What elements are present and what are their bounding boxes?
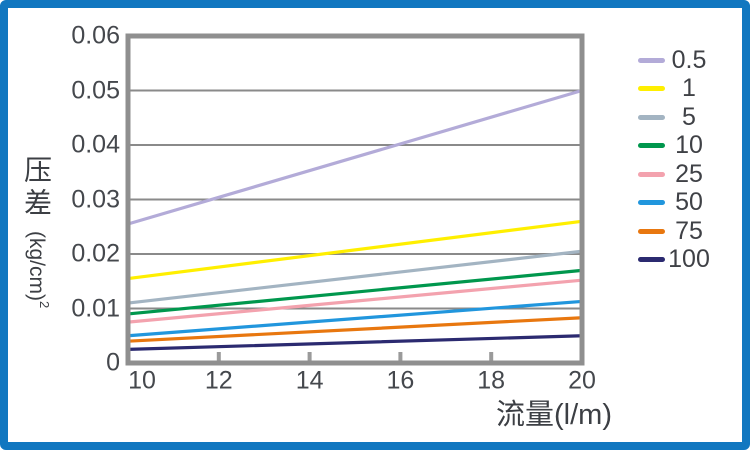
legend-item-25: 25 xyxy=(638,160,711,188)
legend-item-75: 75 xyxy=(638,217,711,245)
legend: 0.5 1 5 10 25 50 75 100 xyxy=(638,46,711,273)
y-axis-unit-exponent: 2 xyxy=(37,301,52,309)
legend-label-5: 5 xyxy=(682,102,696,131)
series-line-25 xyxy=(126,278,584,324)
x-tick-label-10: 10 xyxy=(128,366,156,395)
y-tick-label-0.03: 0.03 xyxy=(71,185,120,213)
legend-swatch-75 xyxy=(638,228,665,234)
series-line-1 xyxy=(126,219,584,281)
legend-swatch-0.5 xyxy=(638,57,665,63)
legend-swatch-100 xyxy=(638,257,665,262)
legend-label-75: 75 xyxy=(675,216,703,245)
series-line-100 xyxy=(126,334,584,351)
legend-item-0.5: 0.5 xyxy=(638,46,711,74)
legend-item-5: 5 xyxy=(638,103,711,131)
legend-label-25: 25 xyxy=(675,159,703,188)
x-tick-label-12: 12 xyxy=(204,366,233,395)
x-tick-label-20: 20 xyxy=(568,366,596,395)
y-tick-label-0.01: 0.01 xyxy=(71,294,120,322)
series-line-0.5 xyxy=(126,88,584,226)
legend-label-1: 1 xyxy=(682,74,696,102)
y-axis-unit: (kg/cm)2 xyxy=(25,231,52,308)
series-line-50 xyxy=(126,299,584,338)
plot-frame xyxy=(125,33,585,366)
legend-swatch-50 xyxy=(638,200,665,205)
x-tick-label-18: 18 xyxy=(477,366,506,395)
legend-item-10: 10 xyxy=(638,131,711,159)
legend-item-1: 1 xyxy=(638,74,711,102)
legend-label-100: 100 xyxy=(668,245,710,273)
legend-item-50: 50 xyxy=(638,188,711,216)
legend-label-0.5: 0.5 xyxy=(671,45,707,74)
x-axis-title: 流量(l/m) xyxy=(496,399,612,431)
y-axis-title: 压差 (kg/cm)2 xyxy=(21,155,52,308)
y-tick-label-0: 0 xyxy=(106,348,120,377)
y-tick-label-0.05: 0.05 xyxy=(71,76,120,104)
legend-item-100: 100 xyxy=(638,245,711,273)
legend-label-50: 50 xyxy=(675,188,703,216)
series-line-5 xyxy=(126,249,584,305)
x-tick-label-16: 16 xyxy=(386,366,415,395)
legend-swatch-1 xyxy=(638,86,665,91)
legend-swatch-10 xyxy=(638,143,665,148)
y-tick-label-0.04: 0.04 xyxy=(71,130,120,159)
y-tick-label-0.02: 0.02 xyxy=(71,239,120,268)
legend-swatch-5 xyxy=(638,114,665,120)
x-tick-label-14: 14 xyxy=(295,366,324,395)
y-tick-label-0.06: 0.06 xyxy=(71,21,120,50)
legend-label-10: 10 xyxy=(675,131,703,159)
legend-swatch-25 xyxy=(638,171,665,177)
y-axis-unit-text: (kg/cm) xyxy=(25,231,48,301)
series-line-75 xyxy=(126,316,584,343)
y-axis-title-text: 压差 xyxy=(21,155,52,221)
series-line-10 xyxy=(126,268,584,316)
